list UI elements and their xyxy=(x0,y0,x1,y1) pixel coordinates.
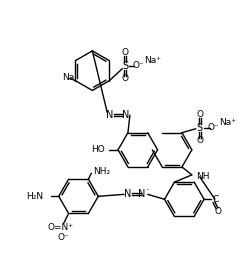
Text: S: S xyxy=(197,123,203,133)
Text: O⁻: O⁻ xyxy=(58,233,70,242)
Text: Na⁺: Na⁺ xyxy=(219,118,236,127)
Text: O: O xyxy=(196,110,203,119)
Text: Na: Na xyxy=(62,73,74,82)
Text: O: O xyxy=(122,48,129,57)
Text: O: O xyxy=(196,136,203,145)
Text: H₂N: H₂N xyxy=(26,192,43,201)
Text: NH₂: NH₂ xyxy=(93,167,110,176)
Text: N: N xyxy=(124,189,132,199)
Text: C: C xyxy=(213,195,219,204)
Text: O⁻: O⁻ xyxy=(208,123,220,132)
Text: O⁻: O⁻ xyxy=(132,61,144,70)
Text: O: O xyxy=(122,74,129,83)
Text: N: N xyxy=(122,110,130,120)
Text: O: O xyxy=(214,207,221,216)
Text: S: S xyxy=(122,61,128,71)
Text: NH: NH xyxy=(196,172,209,181)
Text: HO: HO xyxy=(91,145,105,154)
Text: O=N⁺: O=N⁺ xyxy=(48,223,74,232)
Text: N: N xyxy=(107,110,114,120)
Text: N˙: N˙ xyxy=(138,189,150,199)
Text: Na⁺: Na⁺ xyxy=(145,56,161,65)
